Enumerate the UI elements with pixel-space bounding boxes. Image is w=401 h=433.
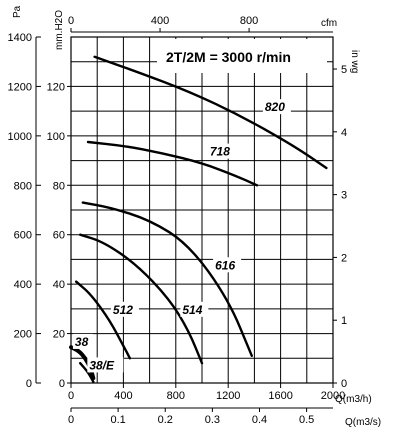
pa-tick-label: 800 <box>14 180 32 192</box>
curve-label-718: 718 <box>210 145 230 159</box>
m3s-tick-label: 0 <box>68 414 74 426</box>
m3h-tick-label: 800 <box>167 390 185 402</box>
inwg-tick-label: 0 <box>341 378 347 390</box>
m3h-tick-label: 400 <box>114 390 132 402</box>
pa-unit-label: Pa <box>12 5 23 18</box>
m3h-tick-label: 1600 <box>268 390 292 402</box>
mmh2o-tick-label: 40 <box>53 279 65 291</box>
pa-tick-label: 1000 <box>8 131 32 143</box>
inwg-tick-label: 4 <box>341 127 347 139</box>
mmh2o-tick-label: 0 <box>59 378 65 390</box>
m3h-tick-label: 1200 <box>216 390 240 402</box>
curve-label-512: 512 <box>113 303 133 317</box>
curve-514 <box>80 235 202 364</box>
m3h-tick-label: 0 <box>68 390 74 402</box>
inwg-unit-label: in wg <box>349 50 360 73</box>
grid <box>71 37 333 383</box>
mmh2o-tick-label: 20 <box>53 329 65 341</box>
chart-title: 2T/2M = 3000 r/min <box>166 49 291 65</box>
cfm-tick-label: 400 <box>151 15 169 27</box>
curve-616 <box>83 203 252 356</box>
curve-label-616: 616 <box>215 258 235 272</box>
curve-label-514: 514 <box>182 303 202 317</box>
mmh2o-tick-label: 80 <box>53 180 65 192</box>
inwg-tick-label: 3 <box>341 190 347 202</box>
m3h-unit-label: Q(m3/h) <box>335 394 372 405</box>
pa-tick-label: 600 <box>14 230 32 242</box>
m3s-tick-label: 0.2 <box>158 414 173 426</box>
curve-label-820: 820 <box>265 100 285 114</box>
m3s-tick-label: 0.1 <box>110 414 125 426</box>
pa-tick-label: 0 <box>26 378 32 390</box>
cfm-tick-label: 0 <box>68 15 74 27</box>
curve-label-38: 38 <box>75 335 89 349</box>
m3s-tick-label: 0.5 <box>299 414 314 426</box>
tick-labels: 0200400600800100012001400020406080100120… <box>8 15 348 426</box>
pa-tick-label: 200 <box>14 329 32 341</box>
mmh2o-unit-label: mm.H2O <box>54 10 65 50</box>
mmh2o-tick-label: 100 <box>47 131 65 143</box>
mmh2o-tick-label: 60 <box>53 230 65 242</box>
cfm-tick-label: 800 <box>240 15 258 27</box>
m3s-unit-label: Q(m3/s) <box>345 417 381 428</box>
pa-tick-label: 1400 <box>8 32 32 44</box>
pa-tick-label: 400 <box>14 279 32 291</box>
m3s-tick-label: 0.4 <box>252 414 267 426</box>
inwg-tick-label: 5 <box>341 64 347 76</box>
pa-tick-label: 1200 <box>8 81 32 93</box>
cfm-unit-label: cfm <box>321 18 337 29</box>
inwg-tick-label: 1 <box>341 315 347 327</box>
curve-label-38-E: 38/E <box>89 358 115 372</box>
m3s-tick-label: 0.3 <box>205 414 220 426</box>
mmh2o-tick-label: 120 <box>47 81 65 93</box>
inwg-tick-label: 2 <box>341 252 347 264</box>
